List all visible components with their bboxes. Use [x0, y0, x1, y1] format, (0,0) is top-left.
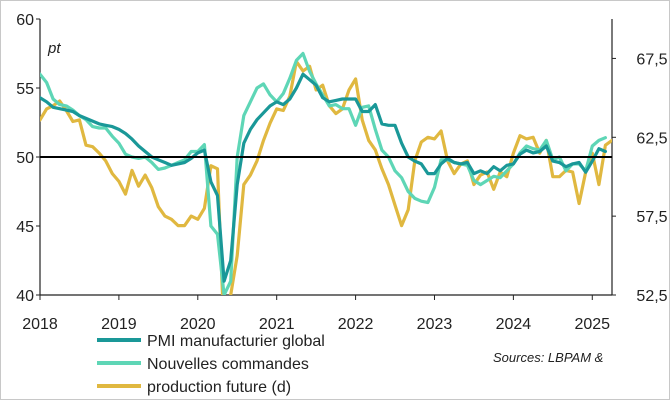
left-tick-label: 60	[16, 12, 34, 29]
x-tick-label: 2025	[574, 316, 610, 333]
legend-label-new-orders: Nouvelles commandes	[147, 356, 309, 373]
x-tick-label: 2023	[417, 316, 453, 333]
x-tick-label: 2024	[496, 316, 532, 333]
x-axis-ticks: 2018 2019 2020 2021 2022 2023 2024 2025	[22, 316, 610, 333]
tick-marks	[36, 18, 616, 300]
legend-label-pmi: PMI manufacturier global	[147, 333, 325, 350]
x-tick-label: 2019	[101, 316, 137, 333]
series-layer	[40, 51, 612, 295]
x-tick-label: 2020	[180, 316, 216, 333]
right-tick-label: 52,5	[636, 288, 667, 305]
series-line-pmi-manufacturier-global	[40, 72, 608, 283]
unit-label: pt	[47, 40, 61, 57]
right-tick-label: 62,5	[636, 130, 667, 147]
right-tick-label: 67,5	[636, 51, 667, 68]
left-tick-label: 40	[16, 288, 34, 305]
right-tick-label: 57,5	[636, 209, 667, 226]
right-axis-ticks: 52,5 57,5 62,5 67,5	[636, 51, 667, 305]
series-line-production-future-d	[40, 59, 612, 295]
left-tick-label: 45	[16, 219, 34, 236]
x-tick-label: 2021	[259, 316, 295, 333]
source-note: Sources: LBPAM &	[493, 350, 603, 365]
legend: PMI manufacturier global Nouvelles comma…	[97, 333, 325, 396]
left-axis-ticks: 40 45 50 55 60	[16, 12, 34, 305]
x-tick-label: 2018	[22, 316, 58, 333]
legend-label-future-output: production future (d)	[147, 379, 291, 396]
left-tick-label: 55	[16, 81, 34, 98]
left-tick-label: 50	[16, 150, 34, 167]
x-tick-label: 2022	[338, 316, 374, 333]
